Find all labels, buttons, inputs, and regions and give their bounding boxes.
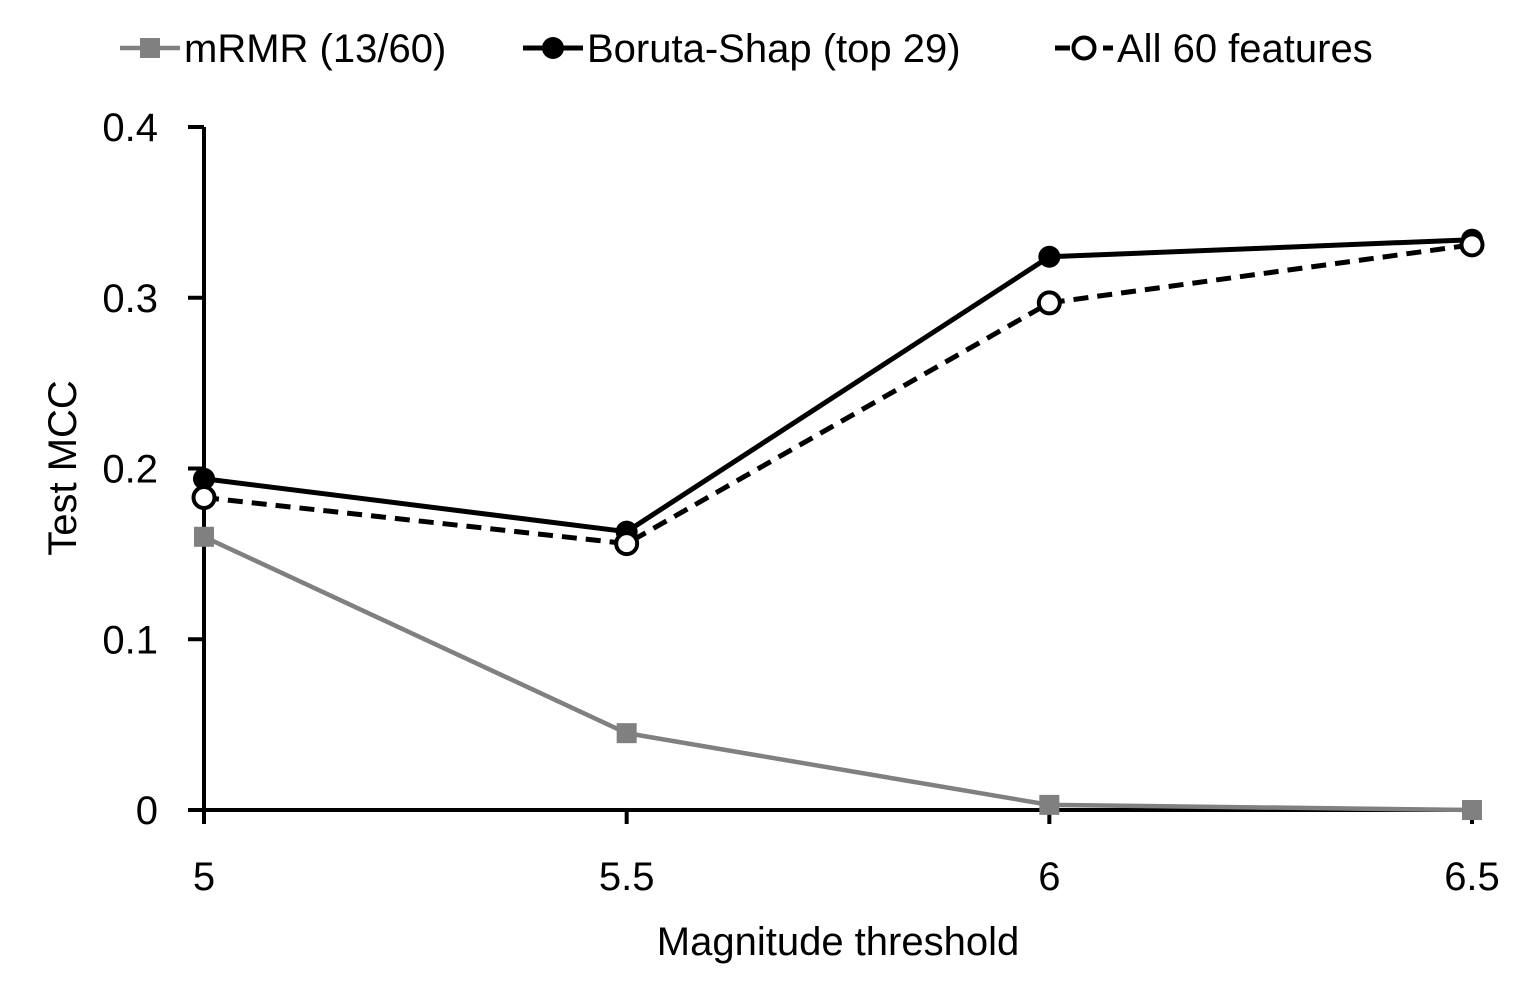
series-line (203, 237, 1473, 535)
series-layer (191, 228, 1485, 820)
x-axis-title: Magnitude threshold (657, 920, 1019, 964)
series-1 (193, 228, 1483, 543)
data-point (194, 526, 214, 547)
data-point (1462, 800, 1482, 820)
data-point (614, 531, 640, 557)
y-tick-label: 0 (136, 789, 158, 833)
x-tick-label: 6 (1038, 855, 1060, 899)
x-tick-label: 5.5 (599, 855, 655, 899)
legend-item-1: Boruta-Shap (top 29) (523, 27, 961, 71)
legend-label: Boruta-Shap (top 29) (587, 27, 961, 71)
legend-item-2: All 60 features (1055, 27, 1373, 71)
data-point (1039, 794, 1060, 815)
y-tick-label: 0.4 (102, 106, 158, 150)
legend-swatch-marker (542, 37, 564, 59)
y-tick-label: 0.3 (102, 277, 158, 321)
legend-item-0: mRMR (13/60) (120, 27, 446, 71)
series-line (203, 534, 1473, 813)
legend-label: mRMR (13/60) (184, 27, 446, 71)
x-axis: 5 5.5 6 6.5 (188, 808, 1500, 899)
data-point (191, 485, 217, 511)
series-2 (191, 232, 1485, 557)
data-point (1038, 245, 1061, 268)
x-tick-label: 6.5 (1444, 855, 1500, 899)
data-point (193, 467, 215, 490)
y-axis: 0 0.1 0.2 0.3 0.4 (102, 106, 206, 833)
legend-label: All 60 features (1117, 27, 1373, 71)
y-tick-label: 0.2 (102, 448, 158, 492)
data-point (1036, 290, 1062, 316)
y-tick-label: 0.1 (102, 618, 158, 662)
legend-swatch-marker (140, 38, 160, 58)
y-axis-title: Test MCC (41, 380, 85, 556)
data-point (1459, 232, 1485, 258)
legend-swatch-marker (1071, 35, 1097, 61)
series-0 (194, 526, 1482, 820)
legend: mRMR (13/60) Boruta-Shap (top 29) All 60 f… (120, 27, 1373, 71)
data-point (616, 723, 637, 744)
x-tick-label: 5 (193, 855, 215, 899)
